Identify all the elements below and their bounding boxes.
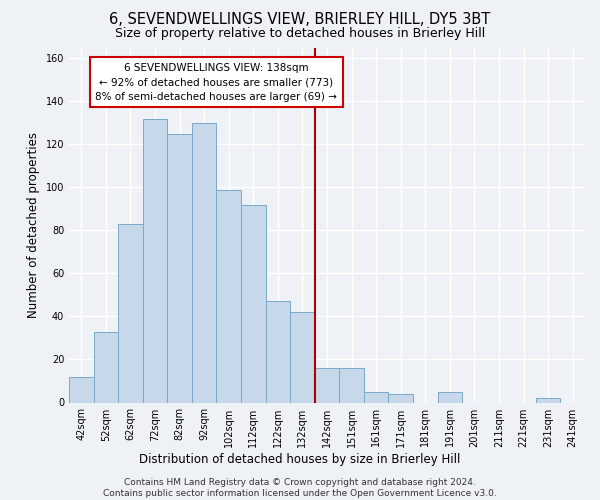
Bar	[315, 368, 339, 402]
Bar	[217, 190, 241, 402]
Bar	[69, 376, 94, 402]
Text: Distribution of detached houses by size in Brierley Hill: Distribution of detached houses by size …	[139, 452, 461, 466]
Y-axis label: Number of detached properties: Number of detached properties	[27, 132, 40, 318]
Text: Contains HM Land Registry data © Crown copyright and database right 2024.
Contai: Contains HM Land Registry data © Crown c…	[103, 478, 497, 498]
Bar	[241, 204, 266, 402]
Bar	[290, 312, 315, 402]
Bar	[143, 118, 167, 403]
Bar	[388, 394, 413, 402]
Text: Size of property relative to detached houses in Brierley Hill: Size of property relative to detached ho…	[115, 28, 485, 40]
Bar	[94, 332, 118, 402]
Bar	[364, 392, 388, 402]
Bar	[167, 134, 192, 402]
Bar	[536, 398, 560, 402]
Bar	[266, 302, 290, 402]
Bar	[437, 392, 462, 402]
Bar	[118, 224, 143, 402]
Text: 6, SEVENDWELLINGS VIEW, BRIERLEY HILL, DY5 3BT: 6, SEVENDWELLINGS VIEW, BRIERLEY HILL, D…	[109, 12, 491, 28]
Bar	[339, 368, 364, 402]
Bar	[192, 123, 217, 402]
Text: 6 SEVENDWELLINGS VIEW: 138sqm
← 92% of detached houses are smaller (773)
8% of s: 6 SEVENDWELLINGS VIEW: 138sqm ← 92% of d…	[95, 62, 337, 102]
